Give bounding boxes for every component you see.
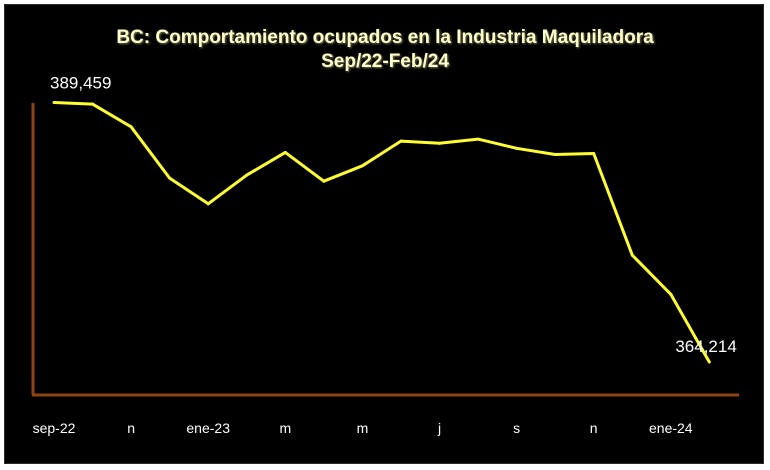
x-tick-label: m bbox=[279, 420, 291, 436]
x-tick-label: sep-22 bbox=[33, 420, 76, 436]
data-point bbox=[515, 146, 519, 150]
chart-title: BC: Comportamiento ocupados en la Indust… bbox=[116, 27, 654, 48]
data-label: 364,214 bbox=[675, 337, 736, 356]
data-point bbox=[129, 125, 133, 129]
x-tick-label: m bbox=[357, 420, 369, 436]
data-point bbox=[360, 164, 364, 168]
chart-subtitle: Sep/22-Feb/24 bbox=[321, 51, 449, 72]
x-tick-label: ene-23 bbox=[186, 420, 230, 436]
data-point bbox=[476, 137, 480, 141]
data-point bbox=[553, 153, 557, 156]
data-point bbox=[592, 151, 596, 155]
data-point bbox=[91, 102, 95, 106]
x-tick-label: ene-24 bbox=[649, 420, 693, 436]
x-tick-label: j bbox=[437, 420, 441, 436]
x-tick-label: s bbox=[513, 420, 520, 436]
data-point bbox=[438, 141, 441, 145]
data-point bbox=[707, 360, 711, 364]
data-point bbox=[399, 139, 403, 143]
data-point bbox=[52, 101, 56, 105]
x-tick-label: n bbox=[127, 420, 135, 436]
data-point bbox=[630, 253, 634, 257]
data-point bbox=[168, 176, 172, 180]
series-line bbox=[53, 101, 711, 363]
data-point bbox=[669, 292, 673, 296]
data-point bbox=[283, 150, 287, 154]
data-point bbox=[322, 179, 326, 183]
x-tick-label: n bbox=[590, 420, 598, 436]
data-point bbox=[245, 173, 249, 177]
chart-frame: BC: Comportamiento ocupados en la Indust… bbox=[4, 4, 764, 464]
data-label: 389,459 bbox=[50, 74, 111, 93]
line-chart: sep-22 n ene-23 m m j s n ene-24 389,459 364,214 bbox=[31, 74, 739, 436]
data-point bbox=[206, 202, 210, 206]
